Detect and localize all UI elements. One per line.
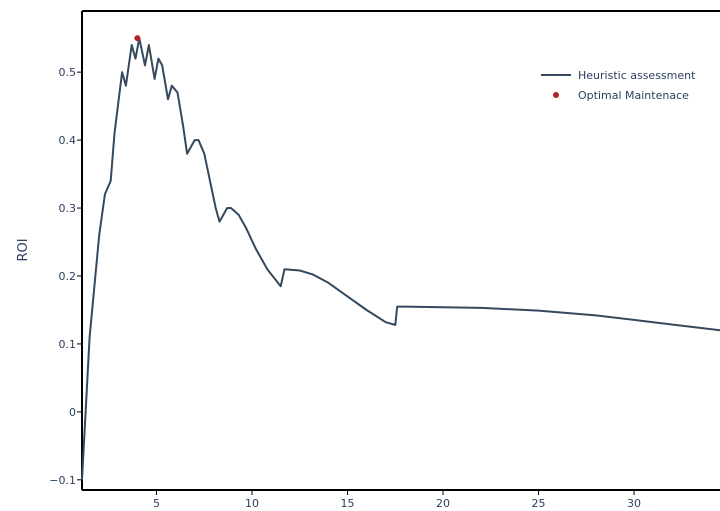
series-layer xyxy=(81,35,720,480)
x-tick-label: 25 xyxy=(532,497,546,510)
y-tick-label: 0.2 xyxy=(59,270,77,283)
axes: ROI 5 10 15 20 25 30 −0.1 0 0.1 0.2 0.3 0.4 0.5 xyxy=(16,10,720,510)
optimal-maintenance-point[interactable] xyxy=(134,35,141,42)
x-tick-label: 10 xyxy=(245,497,259,510)
y-tick-label: 0 xyxy=(69,406,76,419)
series-line-heuristic-assessment xyxy=(81,37,720,480)
legend[interactable]: Heuristic assessment Optimal Maintenace xyxy=(541,69,696,102)
y-axis-title: ROI xyxy=(16,238,31,261)
x-tick-label: 15 xyxy=(341,497,355,510)
x-tick-label: 30 xyxy=(627,497,641,510)
y-tick-label: 0.1 xyxy=(59,338,77,351)
y-tick-label: 0.3 xyxy=(59,202,77,215)
y-tick-label: −0.1 xyxy=(49,474,76,487)
x-tick-label: 5 xyxy=(153,497,160,510)
x-tick-label: 20 xyxy=(436,497,450,510)
legend-swatch-point xyxy=(553,92,559,98)
legend-label-heuristic[interactable]: Heuristic assessment xyxy=(578,69,696,82)
y-tick-label: 0.4 xyxy=(59,134,77,147)
y-tick-label: 0.5 xyxy=(59,66,77,79)
legend-label-optimal[interactable]: Optimal Maintenace xyxy=(578,89,689,102)
